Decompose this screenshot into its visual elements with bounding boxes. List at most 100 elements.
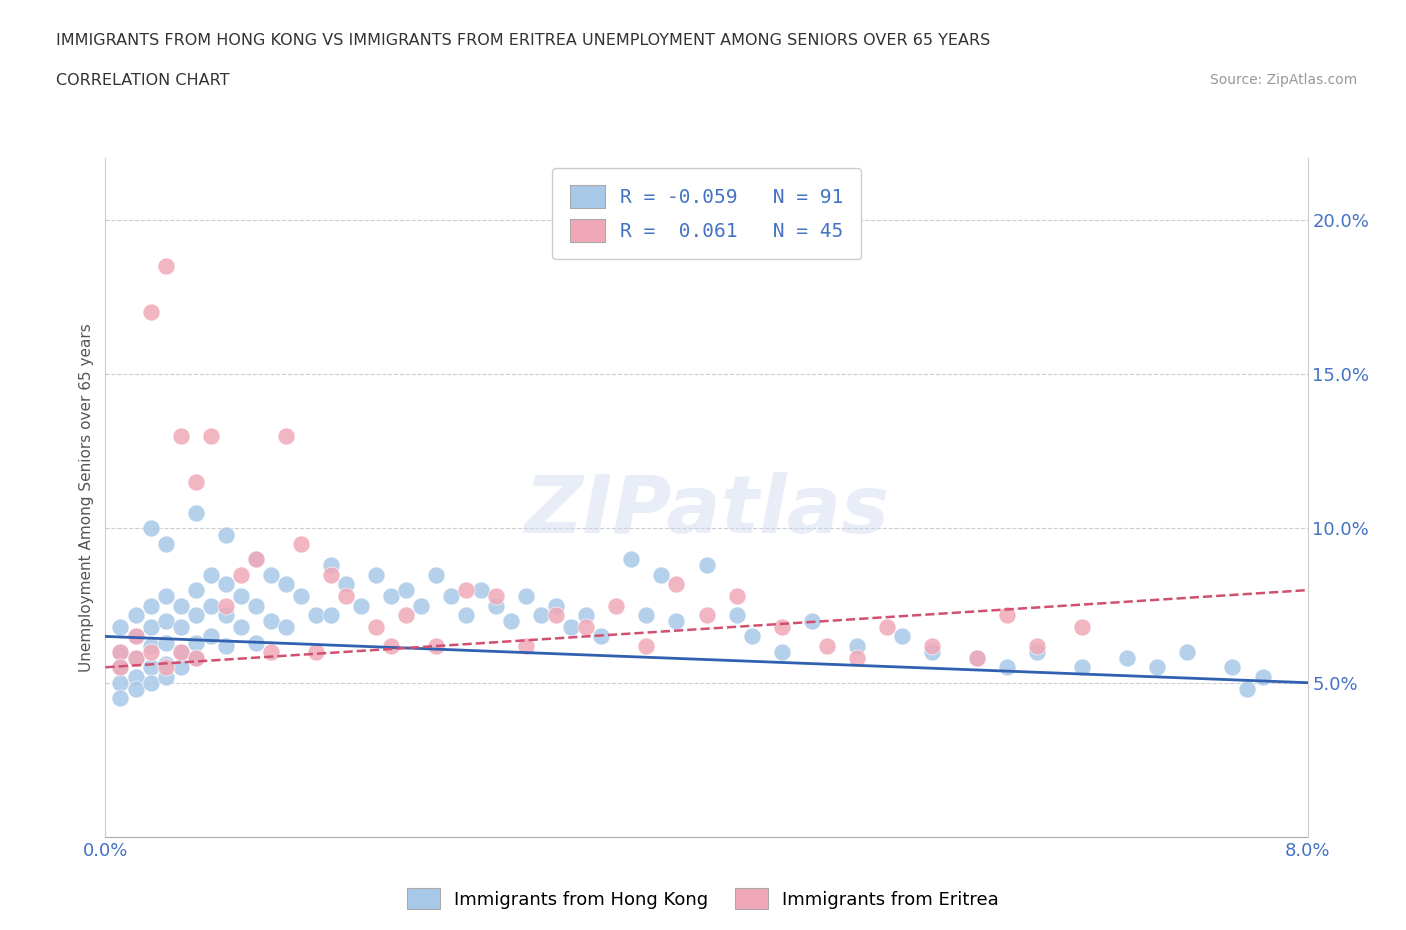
Point — [229, 567, 252, 582]
Point — [364, 567, 387, 582]
Point — [1222, 660, 1244, 675]
Point — [995, 660, 1018, 675]
Point — [409, 598, 432, 613]
Point — [636, 607, 658, 622]
Point — [1236, 682, 1258, 697]
Point — [364, 619, 387, 634]
Point — [169, 598, 191, 613]
Point — [214, 607, 236, 622]
Point — [169, 644, 191, 659]
Point — [620, 551, 643, 566]
Point — [966, 651, 988, 666]
Point — [454, 583, 477, 598]
Point — [440, 589, 463, 604]
Point — [575, 607, 598, 622]
Text: IMMIGRANTS FROM HONG KONG VS IMMIGRANTS FROM ERITREA UNEMPLOYMENT AMONG SENIORS : IMMIGRANTS FROM HONG KONG VS IMMIGRANTS … — [56, 33, 990, 47]
Point — [260, 567, 283, 582]
Point — [546, 598, 568, 613]
Point — [485, 589, 508, 604]
Point — [470, 583, 492, 598]
Point — [139, 675, 162, 690]
Legend: R = -0.059   N = 91, R =  0.061   N = 45: R = -0.059 N = 91, R = 0.061 N = 45 — [553, 167, 860, 259]
Point — [139, 619, 162, 634]
Point — [845, 651, 868, 666]
Point — [124, 607, 146, 622]
Point — [245, 551, 267, 566]
Point — [605, 598, 627, 613]
Point — [696, 607, 718, 622]
Point — [530, 607, 553, 622]
Point — [229, 589, 252, 604]
Point — [110, 660, 132, 675]
Point — [260, 614, 283, 629]
Point — [876, 619, 898, 634]
Point — [335, 589, 357, 604]
Point — [319, 567, 342, 582]
Point — [305, 644, 328, 659]
Point — [485, 598, 508, 613]
Point — [305, 607, 328, 622]
Point — [110, 660, 132, 675]
Point — [800, 614, 823, 629]
Point — [214, 527, 236, 542]
Point — [184, 474, 207, 489]
Point — [921, 638, 943, 653]
Point — [575, 619, 598, 634]
Legend: Immigrants from Hong Kong, Immigrants from Eritrea: Immigrants from Hong Kong, Immigrants fr… — [399, 881, 1007, 916]
Point — [124, 629, 146, 644]
Point — [274, 577, 297, 591]
Text: ZIPatlas: ZIPatlas — [524, 472, 889, 551]
Point — [110, 644, 132, 659]
Point — [560, 619, 582, 634]
Point — [124, 651, 146, 666]
Point — [200, 598, 222, 613]
Point — [184, 583, 207, 598]
Point — [350, 598, 373, 613]
Point — [1071, 660, 1094, 675]
Point — [169, 429, 191, 444]
Point — [214, 577, 236, 591]
Point — [184, 506, 207, 521]
Point — [200, 629, 222, 644]
Point — [425, 567, 447, 582]
Point — [1116, 651, 1139, 666]
Point — [725, 607, 748, 622]
Point — [274, 619, 297, 634]
Point — [741, 629, 763, 644]
Point — [155, 660, 177, 675]
Point — [124, 669, 146, 684]
Point — [229, 619, 252, 634]
Point — [665, 577, 688, 591]
Point — [546, 607, 568, 622]
Point — [245, 635, 267, 650]
Point — [155, 635, 177, 650]
Point — [921, 644, 943, 659]
Point — [515, 589, 537, 604]
Point — [110, 619, 132, 634]
Point — [139, 305, 162, 320]
Point — [139, 598, 162, 613]
Point — [155, 537, 177, 551]
Point — [124, 682, 146, 697]
Point — [155, 259, 177, 273]
Point — [260, 644, 283, 659]
Point — [335, 577, 357, 591]
Y-axis label: Unemployment Among Seniors over 65 years: Unemployment Among Seniors over 65 years — [79, 324, 94, 671]
Point — [1146, 660, 1168, 675]
Point — [454, 607, 477, 622]
Point — [124, 629, 146, 644]
Point — [139, 638, 162, 653]
Point — [290, 537, 312, 551]
Point — [890, 629, 912, 644]
Point — [696, 558, 718, 573]
Point — [139, 660, 162, 675]
Point — [169, 660, 191, 675]
Point — [1026, 644, 1049, 659]
Point — [319, 558, 342, 573]
Point — [966, 651, 988, 666]
Point — [274, 429, 297, 444]
Point — [110, 675, 132, 690]
Point — [110, 644, 132, 659]
Point — [245, 598, 267, 613]
Point — [515, 638, 537, 653]
